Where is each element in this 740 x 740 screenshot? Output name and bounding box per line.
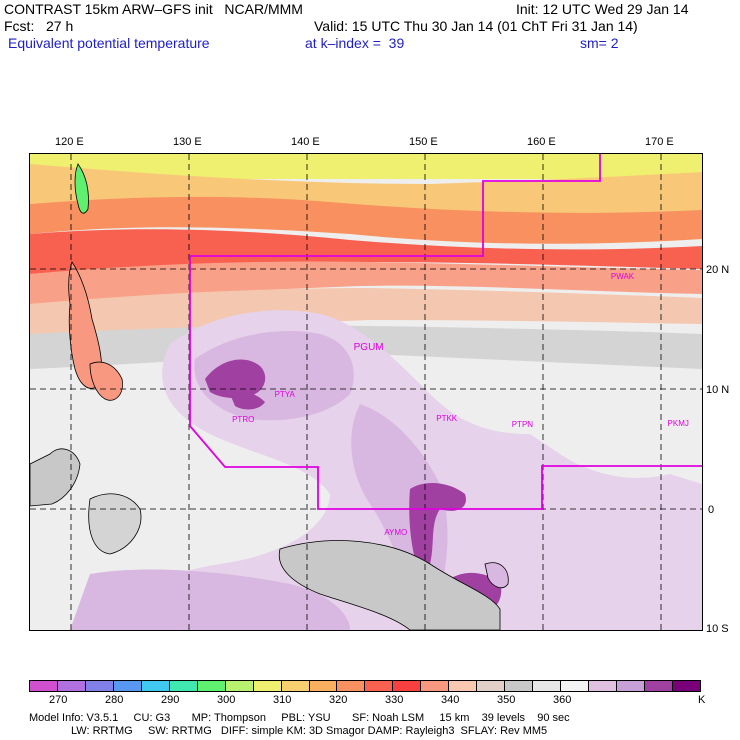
field-name: Equivalent potential temperature	[8, 35, 210, 51]
colorbar-label: 300	[217, 694, 236, 706]
colorbar-swatch	[617, 681, 645, 691]
colorbar-label: 330	[385, 694, 404, 706]
colorbar	[29, 680, 701, 692]
colorbar-swatch	[169, 681, 198, 691]
station-label: PWAK	[610, 272, 635, 282]
colorbar-label: 270	[49, 694, 68, 706]
colorbar-swatch	[30, 681, 58, 691]
model-title: CONTRAST 15km ARW–GFS init NCAR/MMM	[4, 1, 303, 17]
colorbar-label: 350	[497, 694, 516, 706]
lon-label-120: 120 E	[55, 136, 84, 148]
level-index: at k–index = 39	[305, 35, 405, 51]
lon-label-140: 140 E	[291, 136, 320, 148]
lon-label-170: 170 E	[645, 136, 674, 148]
station-label: PTYA	[274, 390, 295, 399]
colorbar-swatch	[421, 681, 450, 691]
lat-label-10n: 10 N	[706, 384, 730, 396]
station-label: PKMJ	[667, 418, 689, 428]
colorbar-swatch	[197, 681, 226, 691]
colorbar-swatch	[505, 681, 534, 691]
inner-domain-boundary	[189, 154, 702, 510]
lon-label-150: 150 E	[409, 136, 438, 148]
init-time: Init: 12 UTC Wed 29 Jan 14	[516, 1, 689, 17]
colorbar-label: 340	[441, 694, 460, 706]
station-label: PTKK	[436, 414, 458, 423]
colorbar-swatch	[393, 681, 422, 691]
colorbar-label: 320	[329, 694, 348, 706]
station-label: PTRO	[232, 415, 255, 425]
model-info-line1: Model Info: V3.5.1 CU: G3 MP: Thompson P…	[29, 712, 570, 724]
colorbar-label: 280	[105, 694, 124, 706]
colorbar-swatch	[85, 681, 114, 691]
lat-label-10s: 10 S	[706, 623, 729, 635]
colorbar-swatch	[57, 681, 86, 691]
colorbar-label: 290	[161, 694, 180, 706]
colorbar-unit: K	[698, 694, 706, 706]
colorbar-swatch	[225, 681, 254, 691]
colorbar-swatch	[281, 681, 310, 691]
theta-e-map	[30, 154, 702, 630]
colorbar-swatch	[477, 681, 506, 691]
colorbar-swatch	[449, 681, 478, 691]
valid-time: Valid: 15 UTC Thu 30 Jan 14 (01 ChT Fri …	[314, 18, 638, 34]
lat-label-20n: 20 N	[706, 264, 730, 276]
colorbar-swatch	[113, 681, 142, 691]
colorbar-swatch	[309, 681, 338, 691]
colorbar-swatch	[644, 681, 673, 691]
lat-label-eq: 0	[708, 504, 715, 516]
lon-label-130: 130 E	[173, 136, 202, 148]
station-label: AYMO	[384, 528, 408, 537]
forecast-hour: Fcst: 27 h	[4, 18, 74, 34]
colorbar-swatch	[141, 681, 170, 691]
model-info-line2: LW: RRTMG SW: RRTMG DIFF: simple KM: 3D …	[71, 725, 548, 737]
smoothing: sm= 2	[580, 35, 619, 51]
colorbar-swatch	[337, 681, 366, 691]
colorbar-swatch	[365, 681, 394, 691]
map-panel: PWAK PGUM PTYA PTRO PTKK PTPN PKMJ AYMO	[29, 153, 703, 631]
colorbar-swatch	[672, 681, 700, 691]
lon-label-160: 160 E	[527, 136, 556, 148]
station-label: PTPN	[511, 420, 534, 429]
colorbar-label: 360	[553, 694, 572, 706]
station-label: PGUM	[353, 342, 384, 353]
colorbar-swatch	[533, 681, 562, 691]
colorbar-label: 310	[273, 694, 292, 706]
colorbar-swatch	[561, 681, 590, 691]
colorbar-swatch	[253, 681, 282, 691]
colorbar-swatch	[589, 681, 618, 691]
